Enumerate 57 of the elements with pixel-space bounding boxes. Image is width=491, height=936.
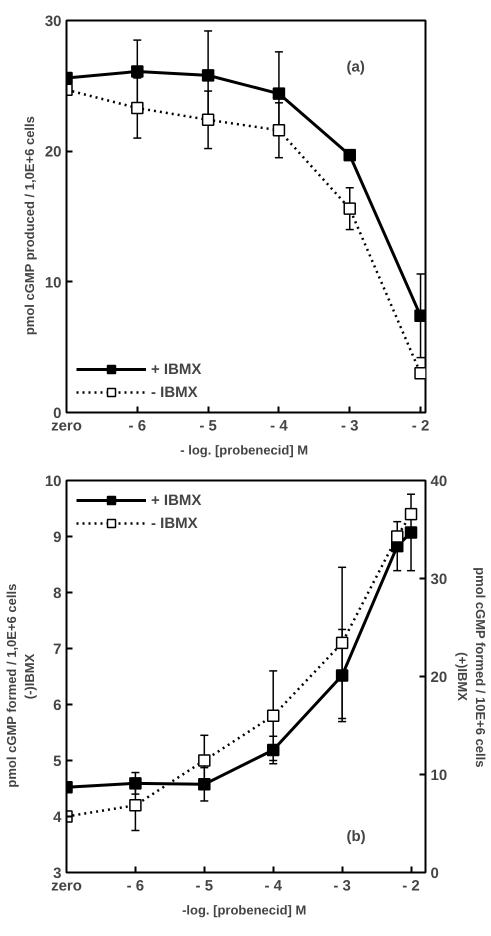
x-tick-label: - 2 [412,418,430,434]
point [202,114,214,126]
y2-tick-label: 10 [430,767,448,784]
y-tick-label: 5 [53,753,62,770]
point [129,799,142,812]
point [266,709,280,722]
y2-tick-label: 30 [430,571,448,588]
point [202,69,214,82]
point [336,636,348,650]
y2-axis-title: pmol cGMP formed / 10E+6 cells (+)IBMX [455,567,488,768]
point [414,367,426,380]
point [129,777,142,790]
y-tick-label: 4 [53,809,62,826]
point [336,669,348,682]
x-tick-label: - 4 [270,418,288,434]
x-tick-label: - 6 [128,418,146,434]
annotation: (b) [346,828,366,846]
point [131,65,144,78]
legend-label: + IBMX [151,492,202,508]
y2-tick-label: 40 [430,473,448,490]
point [198,754,211,767]
legend-label: - IBMX [151,514,198,532]
annotation: (a) [346,58,365,76]
point [272,87,286,100]
x-tick-label: - 6 [126,878,144,894]
y2-tick-label: 0 [430,865,439,882]
point [343,202,356,215]
x-axis-title: - log. [probenecid] M [180,442,308,458]
y-tick-label: 30 [44,13,62,30]
y-axis-title: pmol cGMP produced / 1,0E+6 cells [22,116,37,336]
point [404,508,418,520]
point [391,530,404,543]
x-axis-title: -log. [probenecid] M [182,902,306,918]
y-tick-label: 6 [53,697,62,714]
x-tick-label: - 5 [199,418,217,434]
y-tick-label: 8 [53,585,62,602]
legend-label: + IBMX [151,360,202,378]
point [414,310,426,322]
point [131,102,144,114]
x-tick-label: - 4 [264,878,283,894]
y-tick-label: 9 [53,529,62,546]
point [343,148,356,162]
x-tick-label: - 3 [333,878,351,894]
y-tick-label: 10 [44,473,62,490]
y-tick-label: 7 [53,641,62,658]
y-tick-label: 10 [44,274,62,292]
y-axis-title: pmol cGMP formed / 1,0E+6 cells (-)IBMX [4,584,37,788]
point [266,744,280,756]
x-tick-label: - 3 [340,418,358,434]
point [198,778,211,791]
y2-tick-label: 20 [430,669,448,686]
x-tick-label: - 2 [402,878,420,894]
legend-label: - IBMX [151,384,198,400]
x-tick-label: - 5 [196,878,214,894]
point [272,124,286,137]
y-tick-label: 20 [44,144,62,161]
point [404,526,418,539]
